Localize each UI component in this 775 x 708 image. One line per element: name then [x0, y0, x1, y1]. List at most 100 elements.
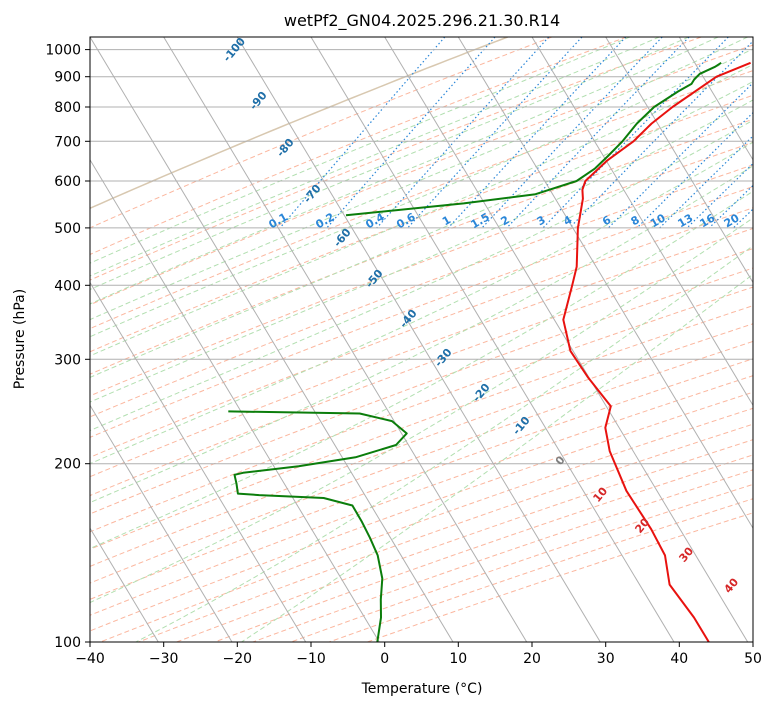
- mixing-ratio-line: [608, 81, 753, 229]
- dewpoint-upper-line: [228, 410, 408, 642]
- dry-adiabat: [90, 227, 753, 478]
- x-tick-label: 40: [670, 651, 688, 667]
- dry-adiabat: [90, 323, 753, 567]
- isotherm-label: -70: [301, 182, 324, 206]
- isotherm-label: -90: [247, 89, 270, 113]
- isotherm-line: [90, 527, 159, 642]
- moist-adiabat: [90, 48, 753, 338]
- isotherm-line: [457, 37, 753, 530]
- moist-adiabat: [135, 245, 753, 642]
- plot-frame: [89, 36, 754, 643]
- isotherm-label: 20: [632, 515, 652, 535]
- mixing-ratio-line: [376, 37, 550, 229]
- y-tick-label: 500: [54, 221, 81, 237]
- dry-adiabat: [90, 207, 753, 458]
- dry-adiabat: [100, 407, 753, 642]
- moist-adiabat: [90, 217, 753, 604]
- y-axis: 1000 900 800 700 600 500 400 300 200 100: [45, 43, 90, 651]
- isotherm-label: -30: [432, 346, 455, 370]
- x-tick-label: 0: [380, 651, 389, 667]
- moist-adiabat: [90, 165, 753, 504]
- isotherm-label: -40: [397, 307, 420, 331]
- isotherm-label: 40: [721, 575, 741, 595]
- isotherm-line: [531, 37, 753, 407]
- isotherm-line: [90, 404, 233, 642]
- moist-adiabat: [90, 37, 630, 264]
- isotherm-line: [236, 37, 601, 642]
- mixing-ratio-label: 1: [440, 213, 453, 228]
- isotherm-line: [90, 37, 454, 642]
- mixing-ratio-line: [481, 37, 663, 229]
- mixing-ratio-line: [758, 37, 775, 228]
- isotherm-line: [384, 37, 749, 642]
- dry-adiabat: [90, 164, 753, 418]
- dry-adiabat: [90, 37, 627, 256]
- dry-adiabat: [90, 118, 753, 375]
- dry-adiabat: [90, 70, 753, 330]
- isotherm-label: 30: [676, 544, 696, 564]
- mixing-ratio-label: 3: [535, 213, 548, 228]
- x-tick-label: −20: [223, 651, 253, 667]
- isotherm-line: [90, 158, 380, 642]
- dry-adiabat: [90, 37, 552, 229]
- moist-adiabat: [90, 80, 753, 378]
- mixing-ratio-line: [542, 37, 729, 229]
- moist-adiabat: [90, 37, 719, 305]
- x-axis-label: Temperature (°C): [361, 681, 483, 697]
- isotherm-line: [0, 37, 11, 642]
- dry-adiabat: [90, 286, 753, 533]
- isotherm-line: [163, 37, 528, 642]
- mixing-ratio-line: [326, 37, 496, 229]
- x-tick-label: −10: [296, 651, 326, 667]
- y-tick-label: 200: [54, 457, 81, 473]
- isotherm-label: 0: [553, 453, 568, 467]
- chart-title: wetPf2_GN04.2025.296.21.30.R14: [284, 11, 560, 31]
- y-tick-label: 900: [54, 70, 81, 86]
- y-tick-label: 300: [54, 352, 81, 368]
- mixing-ratio-line: [407, 37, 583, 229]
- moist-adiabat: [90, 141, 753, 465]
- x-tick-label: −40: [75, 651, 105, 667]
- mixing-ratio-line: [447, 37, 627, 229]
- dry-adiabat: [90, 141, 753, 397]
- dry-adiabat: [90, 340, 753, 584]
- temperature-line: [562, 61, 751, 642]
- dry-adiabat: [90, 37, 702, 281]
- mixing-ratio-lines: [279, 37, 775, 229]
- moist-adiabat: [90, 64, 753, 357]
- mixing-ratio-line: [506, 37, 690, 229]
- y-tick-label: 400: [54, 278, 81, 294]
- y-axis-label: Pressure (hPa): [12, 289, 28, 389]
- mixing-ratio-label: 4: [561, 213, 574, 228]
- dewpoint-line: [345, 61, 722, 217]
- moist-adiabat: [90, 37, 660, 277]
- dry-adiabat: [90, 248, 753, 497]
- mixing-ratio-label: 6: [600, 213, 613, 228]
- isotherm-line: [752, 37, 753, 38]
- y-tick-label: 100: [54, 635, 81, 651]
- mixing-ratio-line: [732, 208, 753, 229]
- dry-adiabat: [90, 94, 753, 353]
- grid: [90, 49, 753, 642]
- dry-adiabat: [90, 267, 753, 515]
- mixing-ratio-line: [569, 40, 753, 229]
- dry-adiabat: [290, 483, 753, 642]
- x-tick-label: 30: [597, 651, 615, 667]
- y-tick-label: 600: [54, 174, 81, 190]
- isotherm-line: [678, 37, 753, 161]
- dry-adiabat: [90, 44, 753, 306]
- moist-adiabat: [241, 273, 753, 642]
- moist-adiabat: [90, 190, 753, 550]
- x-tick-label: −30: [149, 651, 179, 667]
- dry-adiabat: [90, 186, 753, 438]
- reference-arc: [90, 37, 508, 210]
- mixing-ratio-label: 8: [629, 213, 642, 228]
- y-tick-label: 1000: [45, 43, 81, 59]
- isotherm-lines: [0, 37, 753, 642]
- dry-adiabat: [90, 358, 753, 600]
- isotherm-label: -50: [363, 267, 386, 291]
- moist-adiabat: [90, 37, 689, 291]
- series-lines: [228, 61, 751, 642]
- isotherm-label: -60: [331, 226, 354, 250]
